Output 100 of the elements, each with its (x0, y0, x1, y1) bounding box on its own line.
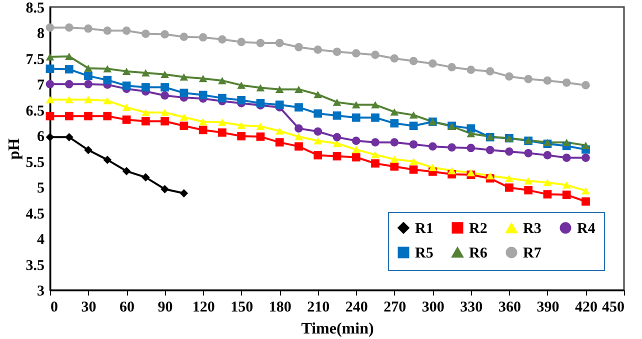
y-axis-title: pH (6, 138, 23, 160)
point (466, 144, 476, 152)
point (390, 108, 399, 116)
point (294, 133, 303, 140)
point (218, 76, 226, 84)
point (314, 90, 322, 98)
x-tick-label: 120 (192, 300, 215, 316)
point (371, 113, 380, 122)
point (332, 98, 342, 106)
x-tick-label: 360 (498, 300, 521, 316)
point (103, 112, 112, 120)
legend-label: R1 (415, 220, 434, 237)
point (371, 151, 380, 158)
point (505, 174, 514, 182)
point (582, 81, 590, 90)
point (84, 24, 92, 33)
point (198, 118, 208, 126)
point (180, 189, 188, 198)
point (314, 109, 322, 118)
point (160, 184, 169, 194)
point (256, 132, 265, 141)
point (409, 158, 418, 165)
x-tick-label: 270 (384, 300, 406, 316)
point (46, 23, 54, 32)
point (256, 84, 265, 92)
point (275, 127, 284, 135)
point (122, 166, 131, 176)
point (332, 111, 342, 120)
x-tick-label: 210 (307, 300, 330, 316)
point (160, 30, 169, 38)
point (218, 118, 226, 126)
point (294, 124, 303, 133)
x-tick-label: 0 (50, 300, 58, 316)
point (390, 156, 399, 163)
point (160, 108, 169, 116)
point (582, 154, 590, 162)
point (294, 86, 303, 93)
point (275, 100, 284, 109)
point (160, 117, 169, 126)
point (122, 26, 131, 35)
point (543, 190, 552, 198)
point (46, 96, 54, 104)
point (332, 133, 342, 142)
x-tick-label: 90 (158, 300, 173, 316)
point (332, 152, 342, 160)
point (371, 50, 380, 60)
point (390, 162, 399, 171)
x-tick-label: 150 (230, 300, 254, 316)
point (103, 156, 112, 164)
y-tick-label: 3 (37, 284, 44, 300)
point (180, 122, 188, 130)
point (198, 33, 208, 42)
point (141, 173, 150, 182)
point (448, 63, 456, 72)
point (141, 69, 150, 76)
point (505, 72, 514, 81)
point (46, 112, 54, 120)
point (84, 112, 92, 120)
point (275, 38, 284, 48)
point (314, 46, 322, 54)
point (543, 138, 552, 146)
point (160, 83, 169, 92)
point (237, 96, 246, 104)
x-tick-label: 390 (536, 300, 560, 316)
point (275, 138, 284, 147)
point (218, 128, 226, 137)
point (466, 169, 476, 176)
point (371, 159, 380, 168)
x-tick-label: 240 (345, 300, 368, 316)
point (64, 23, 74, 32)
point (141, 117, 150, 126)
point (505, 147, 514, 156)
x-tick-label: 60 (120, 300, 135, 316)
point (237, 132, 246, 140)
point (46, 53, 54, 61)
point (352, 136, 360, 145)
point (141, 83, 150, 92)
y-tick-label: 5.5 (26, 154, 44, 171)
point (466, 130, 476, 138)
point (352, 146, 360, 154)
point (180, 73, 188, 81)
point (562, 190, 571, 199)
point (237, 38, 246, 46)
point (198, 90, 208, 100)
point (198, 126, 208, 134)
point (84, 146, 92, 154)
legend-label: R5 (415, 246, 434, 262)
legend-label: R2 (469, 220, 488, 237)
y-tick-label: 8 (37, 26, 44, 42)
y-tick-label: 5 (37, 180, 44, 197)
point (122, 104, 131, 111)
point (486, 172, 494, 180)
point (84, 80, 92, 88)
x-tick-label: 330 (460, 300, 483, 316)
point (390, 138, 399, 146)
point (84, 64, 92, 72)
point (314, 137, 322, 144)
point (294, 42, 303, 52)
point (409, 122, 418, 130)
point (103, 76, 112, 84)
